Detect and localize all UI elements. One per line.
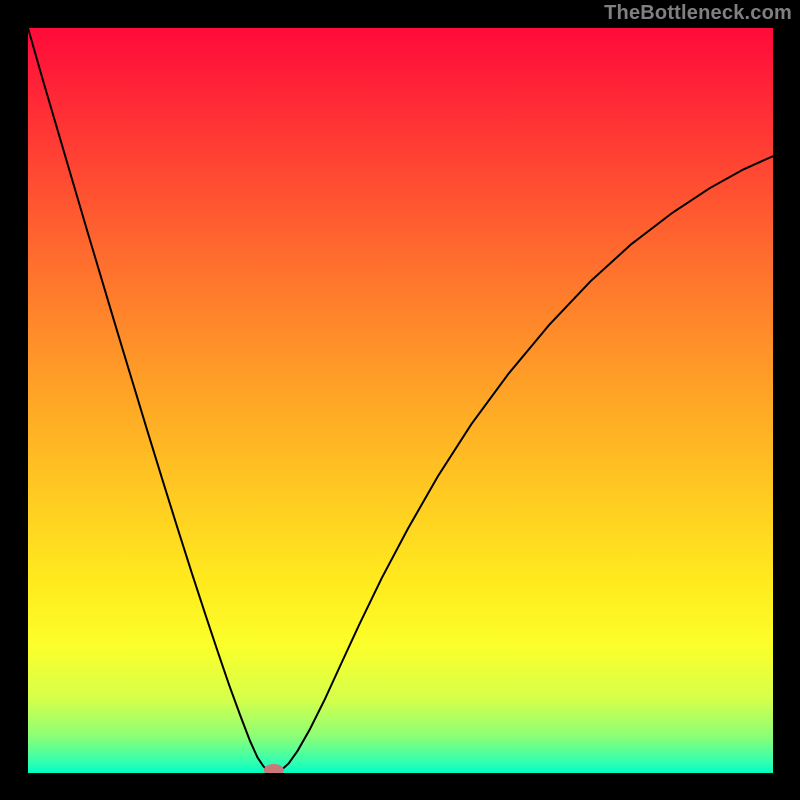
watermark-text: TheBottleneck.com	[604, 2, 792, 25]
chart-outer-frame: TheBottleneck.com	[0, 0, 800, 800]
chart-plot-area	[28, 28, 773, 773]
chart-background	[28, 28, 773, 773]
